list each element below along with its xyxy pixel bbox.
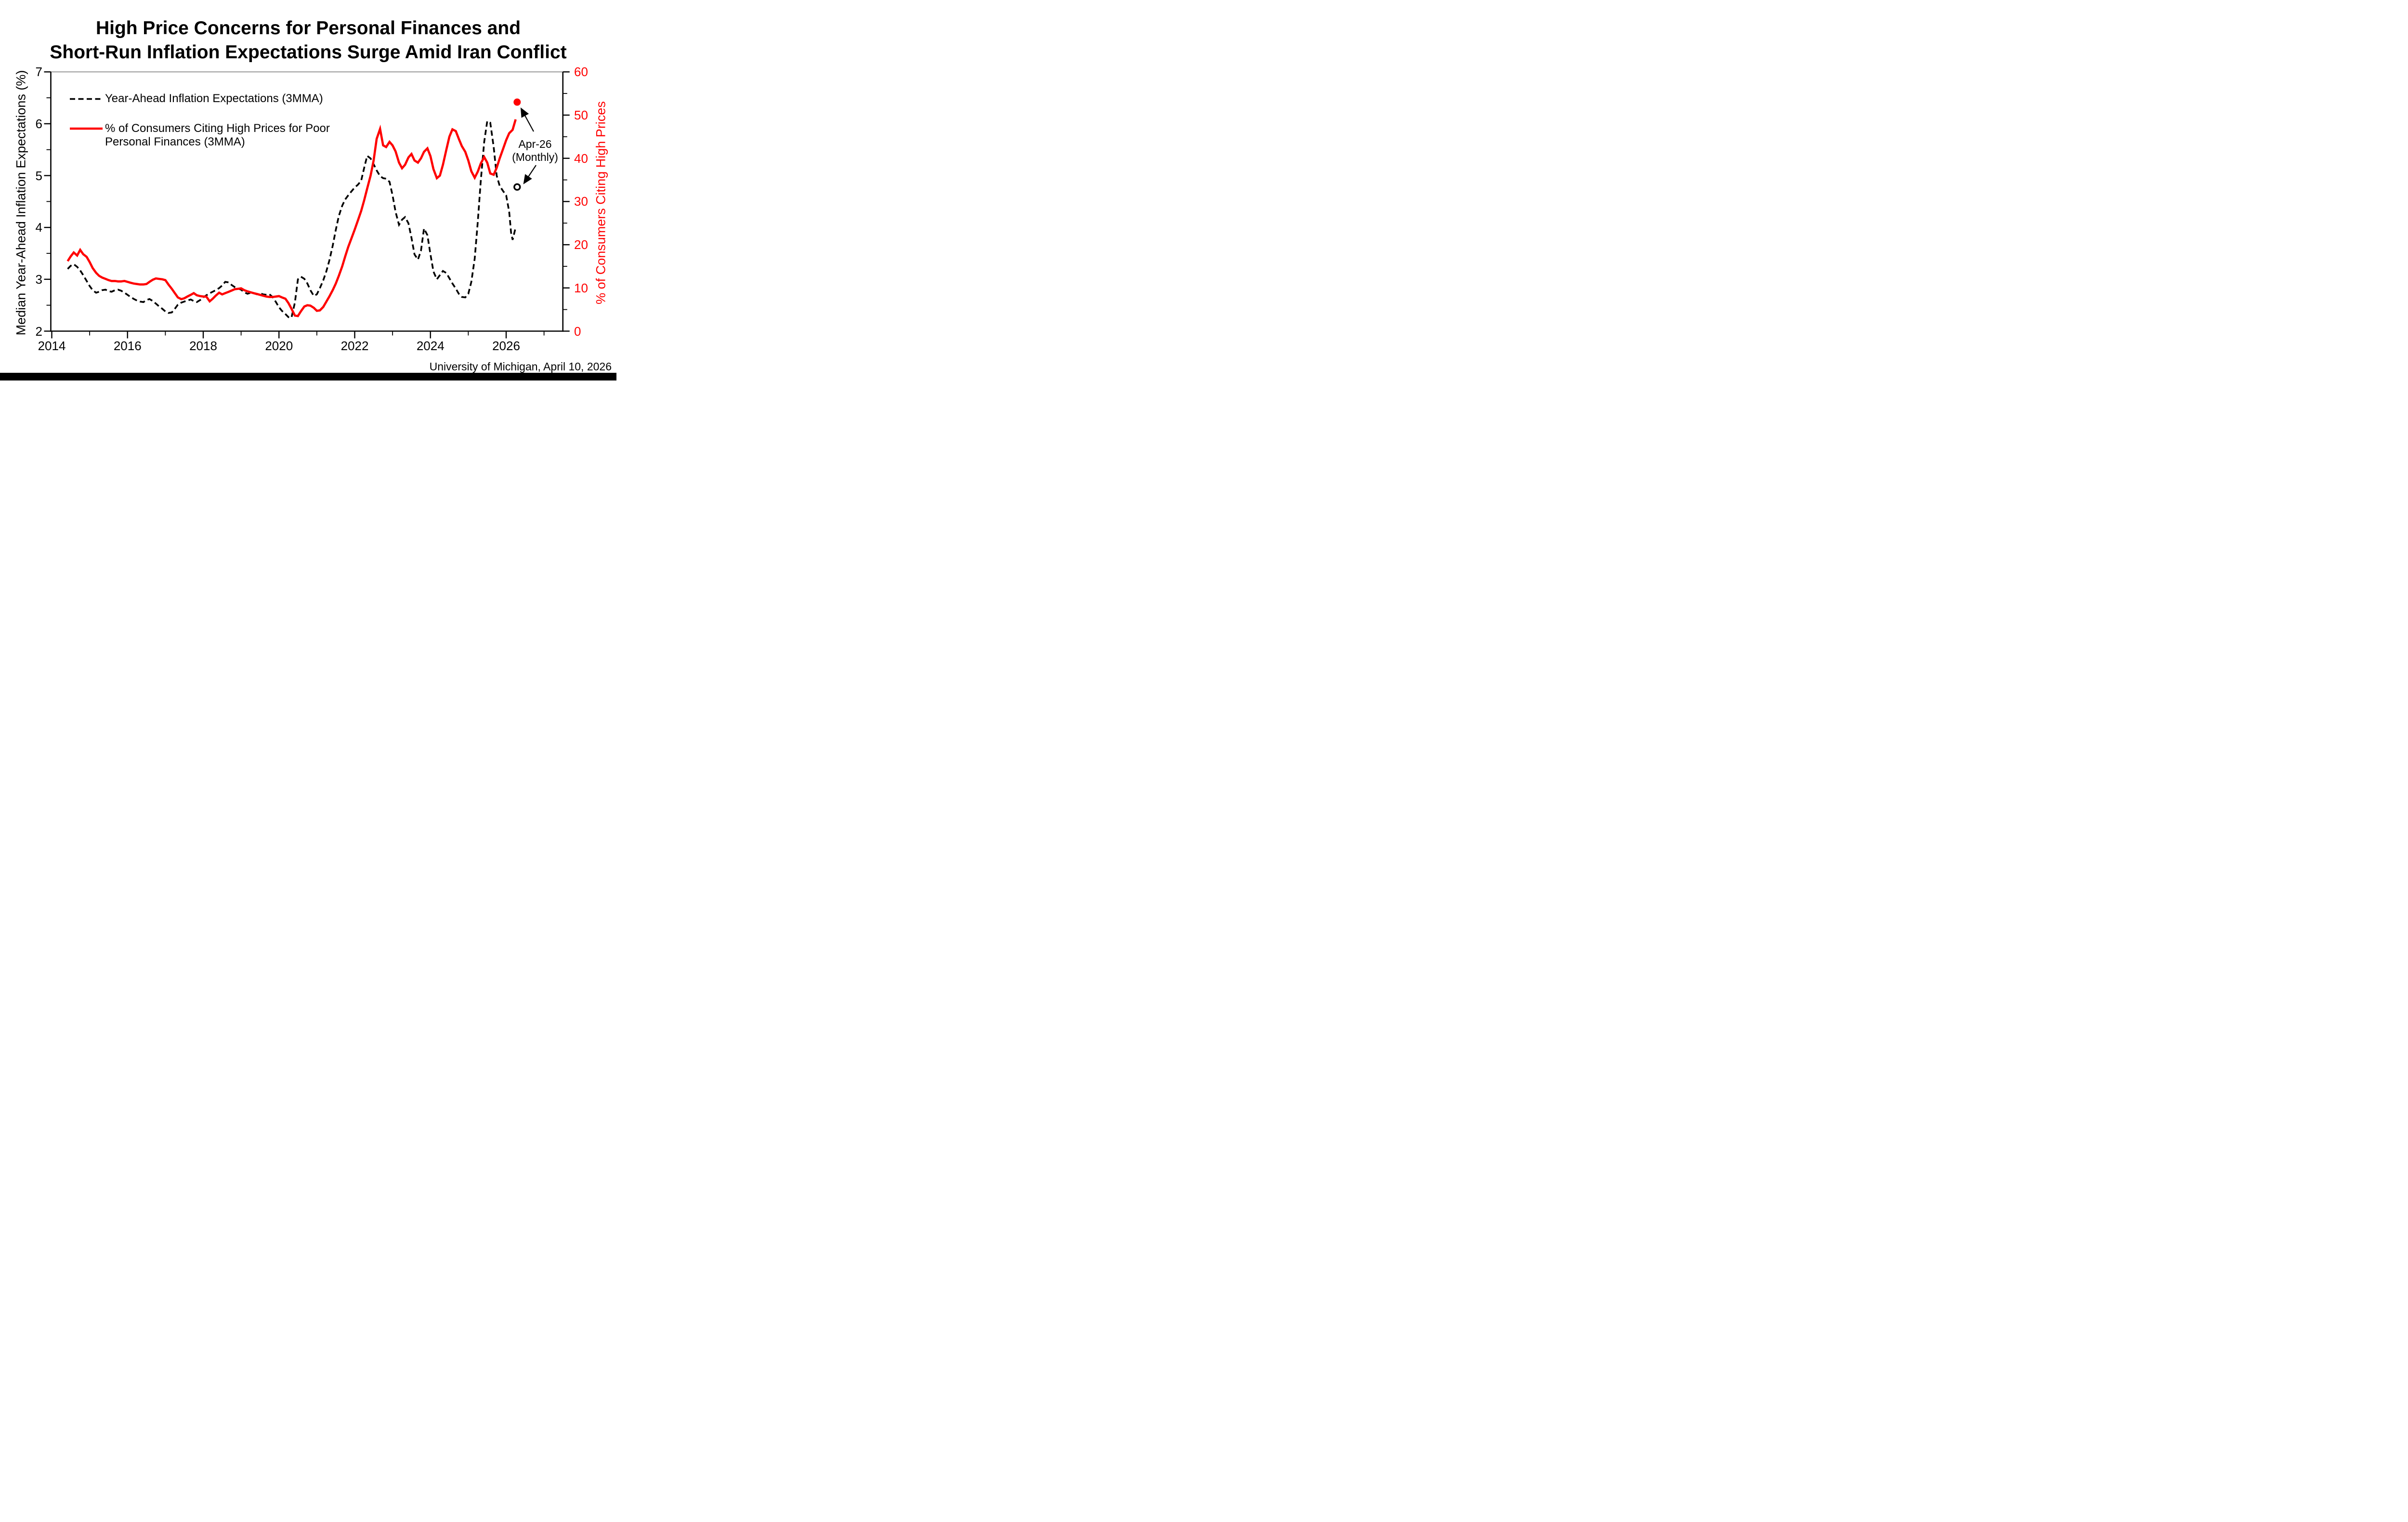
legend-item-high-prices-line2: Personal Finances (3MMA) [105, 135, 245, 148]
legend-item-inflation-expectations: Year-Ahead Inflation Expectations (3MMA) [105, 92, 323, 105]
series-high-prices-line [66, 119, 517, 317]
x-tick-label: 2016 [113, 339, 142, 353]
series-inflation-expectations-line [67, 119, 517, 319]
right-tick-label: 50 [574, 107, 588, 122]
left-tick-label: 2 [35, 324, 42, 339]
x-tick-label: 2024 [416, 339, 445, 353]
apr26-annotation: Apr-26 (Monthly) [499, 138, 571, 164]
apr26-red-dot [513, 98, 521, 106]
left-axis-label: Median Year-Ahead Inflation Expectations… [13, 70, 28, 336]
right-tick-label: 30 [574, 194, 588, 209]
right-tick-label: 20 [574, 237, 588, 252]
arrow-to-red-dot [520, 107, 534, 132]
right-tick-label: 10 [574, 280, 588, 295]
chart-title-line1: High Price Concerns for Personal Finance… [95, 18, 521, 39]
apr26-annotation-line1: Apr-26 [518, 138, 552, 150]
right-tick-label: 0 [574, 324, 581, 339]
left-tick-label: 4 [35, 220, 42, 235]
x-tick-label: 2014 [38, 339, 66, 353]
apr26-annotation-line2: (Monthly) [512, 151, 558, 163]
arrow-to-open-dot [523, 165, 537, 184]
legend-item-high-prices: % of Consumers Citing High Prices for Po… [105, 122, 330, 149]
left-tick-label: 6 [35, 116, 42, 131]
x-tick-label: 2026 [492, 339, 520, 353]
bottom-black-bar [0, 373, 616, 380]
legend-item-high-prices-line1: % of Consumers Citing High Prices for Po… [105, 122, 330, 135]
source-credit: University of Michigan, April 10, 2026 [429, 360, 612, 373]
chart-title-line2: Short-Run Inflation Expectations Surge A… [50, 42, 567, 63]
right-axis-label: % of Consumers Citing High Prices [593, 101, 608, 304]
left-tick-label: 3 [35, 272, 42, 287]
right-tick-label: 40 [574, 151, 588, 166]
x-tick-label: 2022 [340, 339, 369, 353]
chart-canvas [44, 71, 570, 339]
x-tick-label: 2018 [189, 339, 217, 353]
left-tick-label: 5 [35, 168, 42, 183]
x-tick-label: 2020 [265, 339, 293, 353]
right-tick-label: 60 [574, 65, 588, 79]
apr26-open-dot [513, 183, 521, 191]
chart-page: High Price Concerns for Personal Finance… [0, 0, 616, 380]
left-tick-label: 7 [35, 65, 42, 79]
